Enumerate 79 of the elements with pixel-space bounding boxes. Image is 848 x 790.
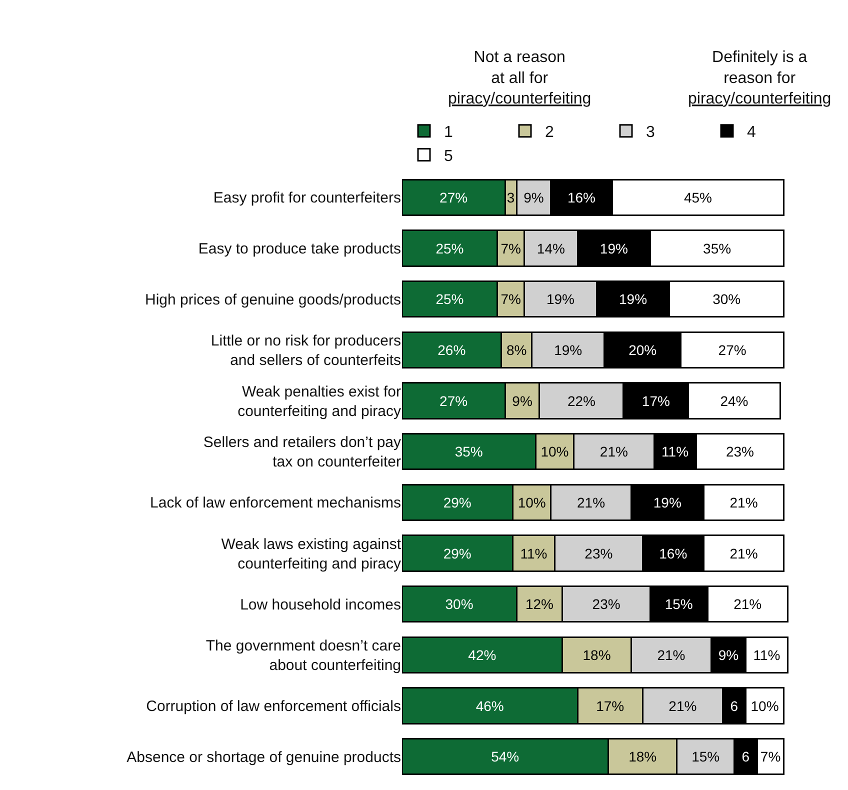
data-label: 17% [596, 698, 624, 714]
text: Definitely is a reason for piracy/counterfeiting [688, 49, 832, 108]
y-tick-label: Lack of law enforcement mechanisms [150, 494, 401, 512]
data-label: 21% [577, 494, 606, 510]
data-label: 23% [726, 444, 754, 460]
data-label: 19% [546, 291, 574, 308]
data-label: 45% [684, 189, 712, 206]
data-label: 30% [445, 596, 474, 612]
data-label: 19% [653, 494, 682, 510]
data-label: 17% [642, 392, 670, 409]
data-label: 10% [750, 698, 779, 714]
data-label: 19% [600, 240, 628, 256]
y-tick-label: Absence or shortage of genuine products [126, 748, 401, 766]
data-label: 30% [712, 291, 741, 308]
data-label: 10% [540, 444, 569, 460]
data-label: 23% [592, 596, 620, 612]
data-label: 21% [600, 444, 628, 460]
y-tick-label: Easy profit for counterfeiters [213, 190, 401, 207]
data-label: 25% [436, 240, 464, 256]
data-label: 18% [628, 748, 657, 765]
data-label: 9% [718, 646, 739, 663]
data-label: 27% [440, 189, 468, 206]
y-tick-label: Corruption of law enforcement officials [146, 698, 401, 715]
data-label: 25% [436, 291, 464, 308]
legend-label: 4 [747, 124, 756, 142]
data-label: 19% [619, 291, 648, 308]
data-label: 27% [718, 342, 746, 358]
data-label: 6 [742, 748, 750, 765]
legend-label: 1 [444, 124, 453, 142]
data-label: 54% [491, 748, 520, 765]
data-label: 6 [730, 698, 738, 714]
text: Not a reason at all for piracy/counterfeiting [448, 49, 592, 108]
data-label: 42% [468, 646, 496, 663]
data-label: 7% [760, 748, 781, 765]
data-label: 3 [506, 189, 515, 206]
data-label: 27% [440, 392, 468, 409]
data-label: 14% [536, 240, 565, 256]
data-label: 11% [520, 545, 548, 562]
data-label: 9% [524, 189, 544, 206]
y-tick-label: Weak laws existing against counterfeiting and piracy [221, 536, 402, 572]
data-label: 24% [720, 392, 748, 409]
legend-label: 5 [444, 148, 453, 165]
legend-label: 3 [646, 124, 655, 142]
y-tick-label: Easy to produce take products [198, 240, 401, 258]
legend-label: 2 [545, 124, 554, 142]
y-tick-label: Sellers and retailers don’t pay tax on counterfeiter [203, 434, 402, 471]
data-label: 21% [734, 596, 762, 612]
data-label: 21% [730, 545, 758, 562]
y-tick-label: High prices of genuine goods/products [145, 291, 401, 308]
data-label: 19% [554, 342, 582, 358]
data-label: 26% [438, 342, 466, 358]
data-label: 16% [567, 189, 596, 206]
data-label: 21% [657, 646, 686, 663]
y-tick-label: Low household incomes [240, 596, 401, 614]
data-label: 15% [664, 596, 693, 612]
data-label: 21% [730, 494, 758, 510]
data-label: 35% [703, 240, 732, 256]
data-label: 46% [476, 698, 504, 714]
data-label: 9% [512, 392, 532, 409]
y-tick-label: The government doesn’t care about counterfeiting [206, 637, 401, 674]
data-label: 29% [443, 494, 472, 510]
data-label: 15% [692, 748, 720, 765]
data-label: 21% [668, 698, 697, 714]
y-tick-label: Little or no risk for producers and sellers of counterfeits [210, 332, 401, 369]
data-label: 18% [582, 646, 611, 663]
data-label: 20% [628, 342, 657, 358]
data-label: 35% [454, 444, 483, 460]
data-label: 10% [518, 494, 546, 510]
data-label: 11% [753, 646, 780, 663]
data-label: 16% [659, 545, 688, 562]
data-label: 11% [662, 444, 689, 460]
y-tick-label: Weak penalties exist for counterfeiting and piracy [238, 383, 402, 420]
data-label: 29% [443, 545, 472, 562]
data-label: 7% [500, 291, 521, 308]
data-label: 23% [584, 545, 613, 562]
data-label: 12% [525, 596, 554, 612]
data-label: 8% [506, 342, 527, 358]
data-label: 22% [567, 392, 596, 409]
data-label: 7% [500, 240, 521, 256]
